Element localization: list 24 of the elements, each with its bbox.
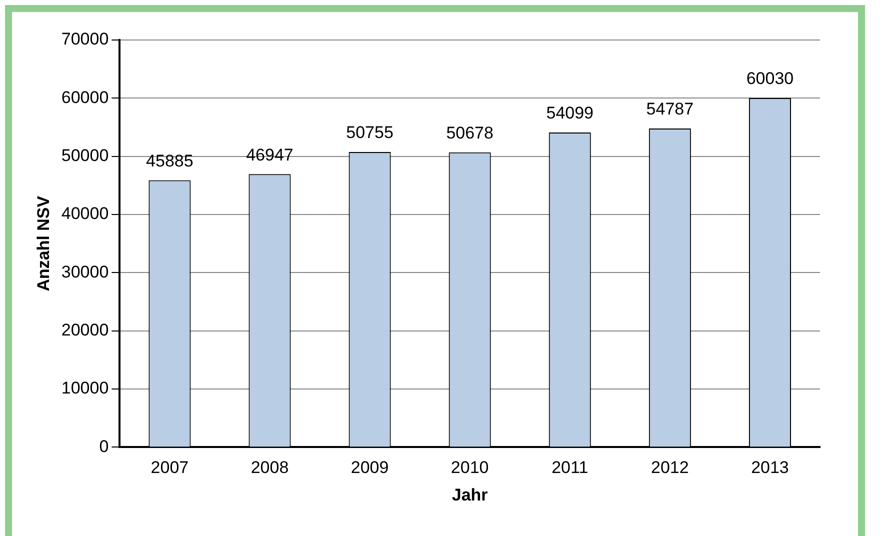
y-tick-label: 60000 xyxy=(61,88,109,107)
y-tick-label: 50000 xyxy=(61,146,109,166)
x-tick-label: 2013 xyxy=(751,458,789,478)
x-tick-label: 2007 xyxy=(150,458,189,478)
data-label: 46947 xyxy=(246,145,294,164)
x-tick-label: 2010 xyxy=(450,458,489,478)
y-tick-label: 0 xyxy=(99,436,109,456)
x-tick-label: 2011 xyxy=(552,458,588,478)
data-label: 54787 xyxy=(646,100,694,119)
data-label: 50678 xyxy=(446,124,494,143)
x-tick-label: 2012 xyxy=(651,458,689,478)
y-tick-label: 70000 xyxy=(61,30,109,49)
y-tick-label: 30000 xyxy=(61,262,109,282)
y-tick-label: 40000 xyxy=(61,204,109,224)
y-tick-label: 10000 xyxy=(61,378,109,398)
y-tick-label: 20000 xyxy=(61,320,109,340)
x-tick-label: 2008 xyxy=(250,458,289,478)
data-label: 50755 xyxy=(346,123,394,142)
x-axis-title: Jahr xyxy=(452,485,488,504)
y-axis-title: Anzahl NSV xyxy=(34,195,53,292)
data-label: 54099 xyxy=(546,104,594,123)
data-label: 60030 xyxy=(746,69,794,88)
data-label: 45885 xyxy=(146,151,194,170)
x-tick-label: 2009 xyxy=(350,458,389,478)
